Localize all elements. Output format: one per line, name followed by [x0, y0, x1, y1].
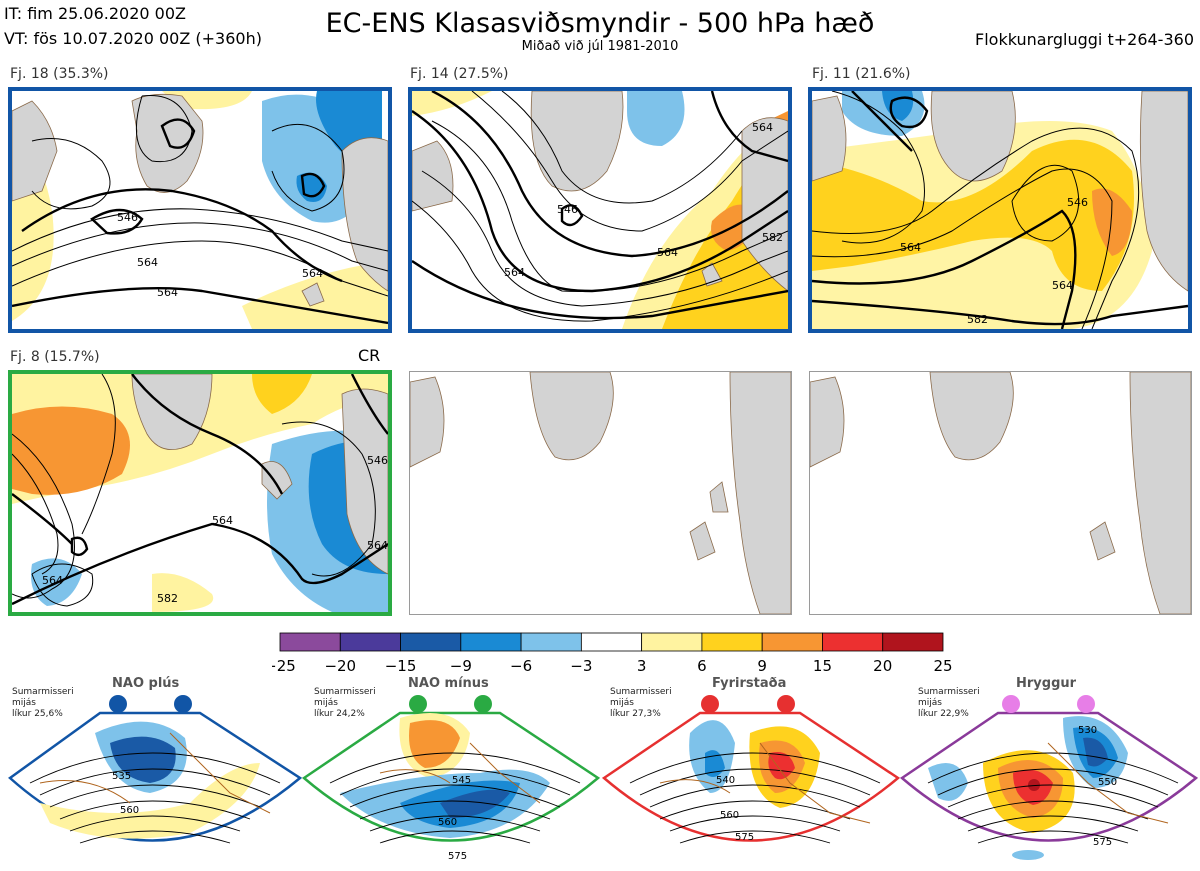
contour-label: 564	[900, 241, 921, 254]
contour-label: 564	[752, 121, 773, 134]
panel-label-3: Fj. 11 (21.6%)	[812, 66, 911, 82]
cluster-map-1: 546 564 564 564	[8, 87, 392, 333]
colorbar-bin	[400, 632, 462, 652]
contour-label: 546	[367, 454, 388, 467]
contour-label: 564	[137, 256, 158, 269]
contour-label: 564	[42, 574, 63, 587]
colorbar-tick-label: −25	[272, 657, 296, 675]
colorbar-tick-label: 3	[637, 657, 647, 675]
cr-tag: CR	[358, 346, 381, 365]
colorbar-bin	[580, 632, 643, 652]
regime-period: mijás	[12, 698, 36, 708]
regime-nao-minus: Sumarmisseri mijás líkur 24,2% NAO mínus…	[300, 673, 602, 871]
regime-dot-right	[777, 695, 795, 713]
colorbar-tick-label: −15	[385, 657, 417, 675]
regime-contour-label: 560	[120, 805, 139, 816]
cluster-map-3: 564 564 582 546	[808, 87, 1192, 333]
colorbar: −25 −20 −15 −9 −6 −3 3 6 9 15 20 25	[272, 632, 952, 675]
regime-period: mijás	[610, 698, 634, 708]
colorbar-tick-label: 9	[757, 657, 767, 675]
regime-nao-plus: Sumarmisseri mijás líkur 25,6% NAO plús …	[0, 673, 302, 871]
regime-dot-left	[109, 695, 127, 713]
colorbar-tick-label: −9	[450, 657, 472, 675]
regime-contour-label: 575	[735, 832, 754, 843]
colorbar-bin	[460, 632, 522, 652]
regime-contour-label: 530	[1078, 725, 1097, 736]
regime-dot-right	[474, 695, 492, 713]
regime-dot-right	[1077, 695, 1095, 713]
contour-label: 564	[157, 286, 178, 299]
colorbar-bin	[339, 632, 401, 652]
regime-contour-label: 560	[720, 810, 739, 821]
regime-period: mijás	[918, 698, 942, 708]
cluster-map-6-empty	[809, 371, 1192, 615]
colorbar-bin	[641, 632, 703, 652]
colorbar-bin	[882, 632, 944, 652]
colorbar-tick-label: 15	[813, 657, 832, 675]
contour-label: 582	[762, 231, 783, 244]
regime-name: NAO plús	[112, 676, 180, 691]
regime-ridge: Sumarmisseri mijás líkur 22,9% Hryggur 5…	[898, 673, 1200, 871]
colorbar-tick-label: −3	[570, 657, 592, 675]
contour-label: 564	[302, 267, 323, 280]
regime-prob: líkur 25,6%	[12, 709, 63, 719]
contour-label: 564	[367, 539, 388, 552]
regime-season: Sumarmisseri	[314, 687, 376, 697]
panel-label-1: Fj. 18 (35.3%)	[10, 66, 109, 82]
regime-name: Fyrirstaða	[712, 676, 787, 691]
colorbar-bin	[520, 632, 582, 652]
chart-title: EC-ENS Klasasviðsmyndir - 500 hPa hæð	[325, 8, 875, 39]
regime-contour-label: 550	[1098, 777, 1117, 788]
cluster-map-2: 546 564 564 564 582	[408, 87, 792, 333]
regime-prob: líkur 24,2%	[314, 709, 365, 719]
regime-dot-left	[409, 695, 427, 713]
regime-season: Sumarmisseri	[918, 687, 980, 697]
regime-contour-label: 535	[112, 771, 131, 782]
regime-prob: líkur 27,3%	[610, 709, 661, 719]
contour-label: 546	[1067, 196, 1088, 209]
regime-dot-right	[174, 695, 192, 713]
regime-name: Hryggur	[1016, 676, 1077, 691]
regime-dot-left	[1002, 695, 1020, 713]
colorbar-bin	[822, 632, 884, 652]
colorbar-bin	[279, 632, 341, 652]
cluster-window: Flokkunargluggi t+264-360	[975, 30, 1194, 49]
colorbar-tick-label: 25	[933, 657, 952, 675]
regime-name: NAO mínus	[408, 676, 489, 691]
contour-label: 546	[557, 203, 578, 216]
colorbar-bin	[701, 632, 763, 652]
colorbar-tick-label: 6	[697, 657, 707, 675]
regime-period: mijás	[314, 698, 338, 708]
regime-contour-label: 560	[438, 817, 457, 828]
panel-label-4: Fj. 8 (15.7%)	[10, 349, 100, 365]
regime-season: Sumarmisseri	[12, 687, 74, 697]
cluster-map-5-empty	[409, 371, 792, 615]
regime-season: Sumarmisseri	[610, 687, 672, 697]
initial-time: IT: fim 25.06.2020 00Z	[4, 4, 186, 23]
contour-label: 582	[967, 313, 988, 326]
regime-contour-label: 540	[716, 775, 735, 786]
contour-label: 564	[657, 246, 678, 259]
contour-label: 564	[212, 514, 233, 527]
contour-label: 564	[1052, 279, 1073, 292]
regime-contour-label: 575	[1093, 837, 1112, 848]
regime-contour-label: 575	[448, 851, 467, 862]
colorbar-tick-label: −20	[324, 657, 356, 675]
colorbar-bin	[761, 632, 823, 652]
contour-label: 546	[117, 211, 138, 224]
regime-blocking: Sumarmisseri mijás líkur 27,3% Fyrirstað…	[600, 673, 902, 871]
contour-label: 564	[504, 266, 525, 279]
colorbar-tick-label: −6	[510, 657, 532, 675]
panel-label-2: Fj. 14 (27.5%)	[410, 66, 509, 82]
contour-label: 582	[157, 592, 178, 605]
colorbar-tick-label: 20	[873, 657, 892, 675]
regime-dot-left	[701, 695, 719, 713]
chart-subtitle: Miðað við júl 1981-2010	[521, 39, 679, 54]
valid-time: VT: fös 10.07.2020 00Z (+360h)	[4, 29, 262, 48]
regime-contour-label: 545	[452, 775, 471, 786]
regime-prob: líkur 22,9%	[918, 709, 969, 719]
cluster-map-4: 564 564 582 564 546	[8, 370, 392, 616]
